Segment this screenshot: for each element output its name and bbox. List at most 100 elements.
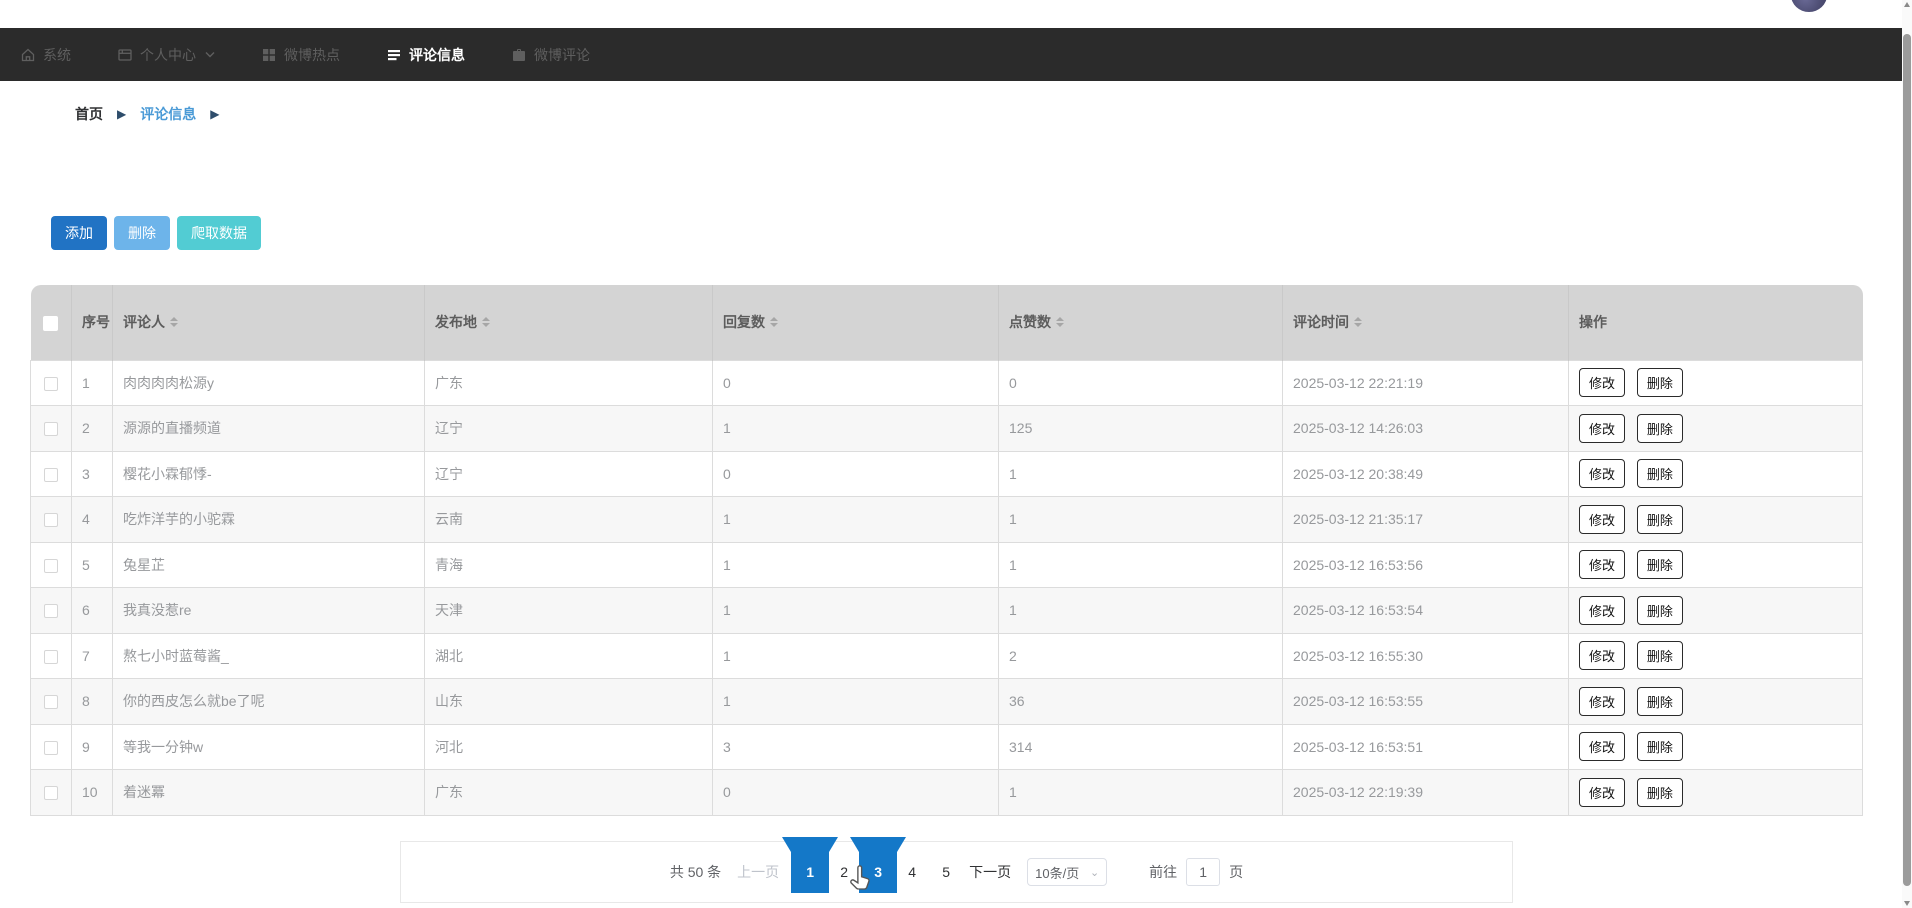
row-checkbox[interactable] [44,558,58,573]
cell-likes: 1 [998,450,1283,497]
briefcase-icon [513,48,525,61]
nav-item-system[interactable]: 系统 [20,28,71,81]
breadcrumb-current[interactable]: 评论信息 [140,106,197,122]
column-header-location[interactable]: 发布地 [424,285,713,360]
sort-icon[interactable] [1354,317,1362,328]
cell-location: 云南 [424,496,713,543]
page-button-2[interactable]: 2 [840,864,849,880]
cell-no: 9 [71,723,113,770]
cell-likes: 36 [998,678,1283,725]
breadcrumb-home[interactable]: 首页 [75,106,103,122]
cell-likes: 1 [998,769,1283,816]
row-checkbox[interactable] [44,695,58,710]
edit-row-button[interactable]: 修改 [1579,550,1626,580]
cell-ops: 修改 删除 [1568,450,1863,497]
crawl-data-button[interactable]: 爬取数据 [177,216,261,250]
page-button-4[interactable]: 4 [908,864,917,880]
edit-row-button[interactable]: 修改 [1579,368,1626,398]
comments-table: 序号 评论人 发布地 回复数 点赞数 评论时间 操作 1 肉肉肉肉松源y 广东 … [30,285,1863,816]
row-checkbox[interactable] [44,786,58,801]
scroll-up-icon[interactable] [1904,2,1910,7]
delete-row-button[interactable]: 删除 [1636,641,1683,671]
row-checkbox[interactable] [44,422,58,437]
navbar: 系统 个人中心 微博热点 评论信息 微博评论 [0,28,1902,81]
cell-no: 4 [71,496,113,543]
add-button[interactable]: 添加 [51,216,107,250]
delete-row-button[interactable]: 删除 [1636,595,1683,625]
delete-row-button[interactable]: 删除 [1636,777,1683,807]
table-row: 3 樱花小霖郁悸- 辽宁 0 1 2025-03-12 20:38:49 修改 … [30,450,1863,497]
goto-page-input[interactable] [1186,858,1221,886]
cell-commenter: 等我一分钟w [112,723,425,770]
nav-item-comment-info[interactable]: 评论信息 [386,28,465,81]
goto-suffix: 页 [1229,864,1244,880]
cell-location: 辽宁 [424,405,713,452]
cell-replies: 1 [712,632,999,679]
row-checkbox[interactable] [44,740,58,755]
select-all-checkbox[interactable] [43,315,59,331]
nav-item-label: 个人中心 [140,46,196,63]
delete-row-button[interactable]: 删除 [1636,550,1683,580]
prev-page-button[interactable]: 上一页 [737,864,780,880]
edit-row-button[interactable]: 修改 [1579,686,1626,716]
cell-location: 广东 [424,769,713,816]
nav-item-weibo-comments[interactable]: 微博评论 [511,28,590,81]
nav-item-weibo-hotspots[interactable]: 微博热点 [261,28,340,81]
edit-row-button[interactable]: 修改 [1579,413,1626,443]
cell-commenter: 吃炸洋芋的小驼霖 [112,496,425,543]
nav-item-personal-center[interactable]: 个人中心 [117,28,215,81]
column-header-commenter[interactable]: 评论人 [112,285,425,360]
scroll-down-icon[interactable] [1904,901,1910,906]
column-header-likes[interactable]: 点赞数 [998,285,1283,360]
page-size-select[interactable]: 10条/页 ⌄ [1027,858,1108,886]
cell-no: 7 [71,632,113,679]
chevron-down-icon: ⌄ [1089,866,1100,879]
edit-row-button[interactable]: 修改 [1579,504,1626,534]
edit-row-button[interactable]: 修改 [1579,459,1626,489]
row-checkbox[interactable] [44,467,58,482]
cell-time: 2025-03-12 20:38:49 [1282,450,1569,497]
cell-no: 10 [71,769,113,816]
row-checkbox[interactable] [44,649,58,664]
cell-commenter: 樱花小霖郁悸- [112,450,425,497]
delete-row-button[interactable]: 删除 [1636,413,1683,443]
row-checkbox[interactable] [44,604,58,619]
page-button-3[interactable]: 3 [850,837,907,903]
cell-likes: 1 [998,587,1283,634]
delete-row-button[interactable]: 删除 [1636,459,1683,489]
avatar[interactable] [1791,0,1827,12]
table-row: 4 吃炸洋芋的小驼霖 云南 1 1 2025-03-12 21:35:17 修改… [30,496,1863,543]
breadcrumb-separator-icon: ▶ [117,107,127,121]
delete-row-button[interactable]: 删除 [1636,732,1683,762]
edit-row-button[interactable]: 修改 [1579,595,1626,625]
sort-icon[interactable] [170,317,178,328]
cell-time: 2025-03-12 16:53:51 [1282,723,1569,770]
sort-icon[interactable] [1056,317,1064,328]
table-row: 7 熬七小时蓝莓酱_ 湖北 1 2 2025-03-12 16:55:30 修改… [30,632,1863,679]
edit-row-button[interactable]: 修改 [1579,732,1626,762]
scrollbar-thumb[interactable] [1903,34,1911,886]
delete-row-button[interactable]: 删除 [1636,686,1683,716]
row-checkbox[interactable] [44,513,58,528]
next-page-button[interactable]: 下一页 [969,864,1012,880]
edit-row-button[interactable]: 修改 [1579,777,1626,807]
cell-replies: 3 [712,723,999,770]
breadcrumb-separator-icon: ▶ [210,107,220,121]
cell-ops: 修改 删除 [1568,632,1863,679]
sort-icon[interactable] [482,317,490,328]
cell-no: 2 [71,405,113,452]
delete-button[interactable]: 删除 [114,216,170,250]
scrollbar [1902,0,1912,908]
delete-row-button[interactable]: 删除 [1636,504,1683,534]
cell-commenter: 源源的直播频道 [112,405,425,452]
row-checkbox[interactable] [44,376,58,391]
cell-likes: 125 [998,405,1283,452]
column-header-time[interactable]: 评论时间 [1282,285,1569,360]
edit-row-button[interactable]: 修改 [1579,641,1626,671]
sort-icon[interactable] [770,317,778,328]
cell-commenter: 肉肉肉肉松源y [112,359,425,406]
delete-row-button[interactable]: 删除 [1636,368,1683,398]
column-header-replies[interactable]: 回复数 [712,285,999,360]
page-button-1[interactable]: 1 [782,837,839,903]
page-button-5[interactable]: 5 [942,864,951,880]
